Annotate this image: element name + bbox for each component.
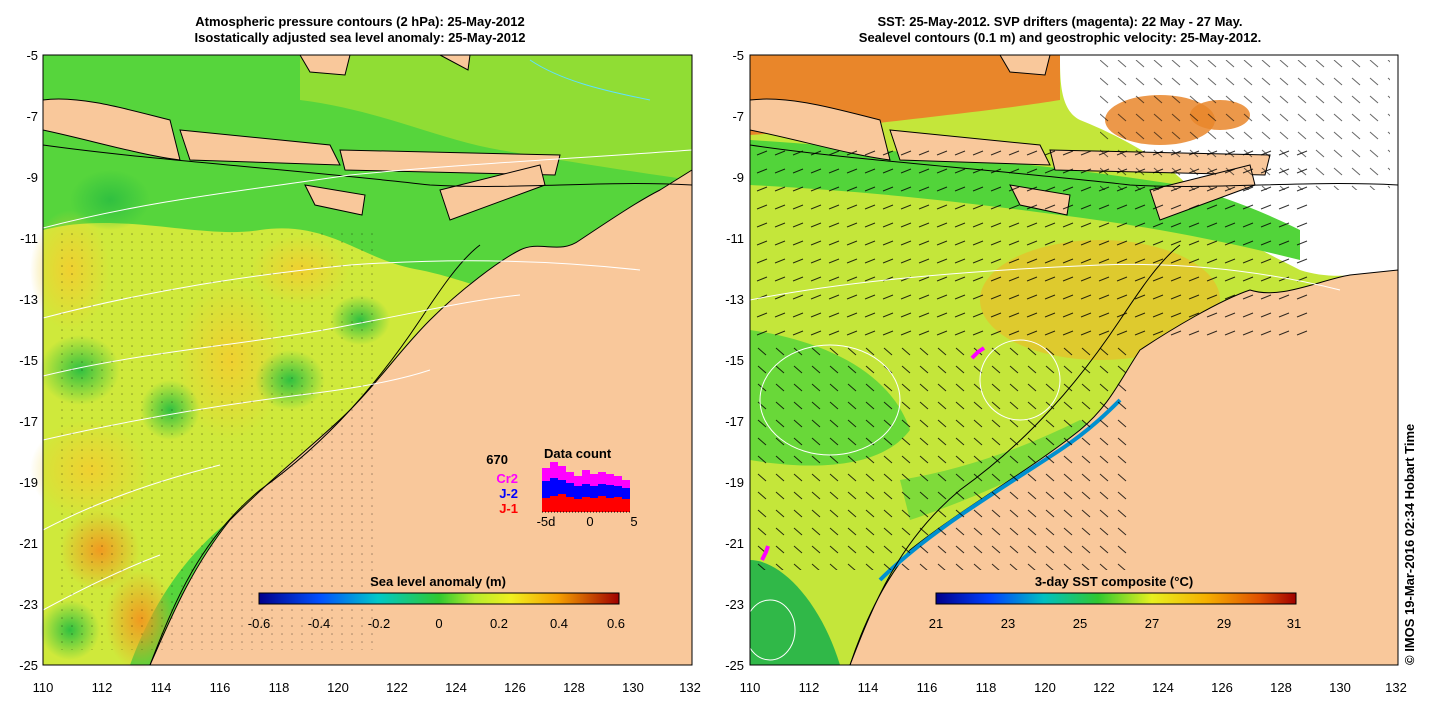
left-title-line1: Atmospheric pressure contours (2 hPa): 2… xyxy=(195,14,525,29)
left-x-axis: 110 112 114 116 118 120 122 124 126 128 … xyxy=(33,680,701,695)
sla-colorbar: Sea level anomaly (m) -0.6 -0.4 -0.2 0 0… xyxy=(248,574,625,631)
left-y-tick: -15 xyxy=(19,353,38,368)
data-count-axis-label: 5 xyxy=(630,514,637,529)
sla-colorbar-tick: -0.6 xyxy=(248,616,270,631)
imos-credit: © IMOS 19-Mar-2016 02:34 Hobart Time xyxy=(1402,424,1422,685)
right-x-tick: 128 xyxy=(1270,680,1292,695)
sunda-islands xyxy=(179,129,341,166)
sumba-island xyxy=(304,184,366,216)
right-x-axis: 110 112 114 116 118 120 122 124 126 128 … xyxy=(740,680,1407,695)
imos-credit-text: © IMOS 19-Mar-2016 02:34 Hobart Time xyxy=(1402,423,1417,665)
sst-colorbar: 3-day SST composite (°C) 21 23 25 27 29 … xyxy=(929,574,1301,631)
sla-colorbar-tick: 0.4 xyxy=(550,616,568,631)
svp-drifter-track xyxy=(760,545,770,561)
left-panel-title: Atmospheric pressure contours (2 hPa): 2… xyxy=(100,14,620,46)
right-y-tick: -11 xyxy=(726,231,744,246)
left-x-tick: 128 xyxy=(563,680,585,695)
sea-level-anomaly-map: -5 -7 -9 -11 -13 -15 -17 -19 -21 -23 -25… xyxy=(19,48,701,695)
left-y-axis: -5 -7 -9 -11 -13 -15 -17 -19 -21 -23 -25 xyxy=(19,48,38,673)
right-y-tick: -13 xyxy=(725,292,744,307)
sla-colorbar-tick: 0.2 xyxy=(490,616,508,631)
right-title-line2: Sealevel contours (0.1 m) and geostrophi… xyxy=(858,30,1262,45)
right-x-tick: 124 xyxy=(1152,680,1174,695)
sst-colorbar-tick: 21 xyxy=(929,616,943,631)
right-y-tick: -7 xyxy=(732,109,744,124)
right-x-tick: 114 xyxy=(858,680,879,695)
sst-colorbar-label: 3-day SST composite (°C) xyxy=(1035,574,1193,589)
sla-colorbar-tick: 0 xyxy=(435,616,442,631)
data-count-inset: 670 Cr2 J-2 J-1 Data count -5d 0 5 xyxy=(486,446,637,529)
right-map-area xyxy=(744,54,1399,666)
sla-colorbar-tick: 0.6 xyxy=(607,616,625,631)
right-x-tick: 132 xyxy=(1385,680,1407,695)
data-count-mission-j2: J-2 xyxy=(499,486,518,501)
left-x-tick: 120 xyxy=(327,680,349,695)
data-count-title: Data count xyxy=(544,446,612,461)
left-y-tick: -21 xyxy=(19,536,38,551)
left-x-tick: 112 xyxy=(92,680,113,695)
svp-drifter-track xyxy=(970,346,986,360)
data-count-axis-label: 0 xyxy=(586,514,593,529)
left-x-tick: 132 xyxy=(679,680,701,695)
right-x-tick: 110 xyxy=(740,680,761,695)
right-y-axis: -5 -7 -9 -11 -13 -15 -17 -19 -21 -23 -25 xyxy=(725,48,744,673)
right-y-tick: -15 xyxy=(725,353,744,368)
right-x-tick: 120 xyxy=(1034,680,1056,695)
left-x-tick: 130 xyxy=(622,680,644,695)
left-map-area xyxy=(30,54,693,670)
right-x-tick: 118 xyxy=(976,680,997,695)
left-y-tick: -17 xyxy=(19,414,38,429)
data-count-total: 670 xyxy=(486,452,508,467)
right-y-tick: -19 xyxy=(725,475,744,490)
right-x-tick: 130 xyxy=(1329,680,1351,695)
data-count-mission-cr2: Cr2 xyxy=(496,471,518,486)
left-x-tick: 126 xyxy=(504,680,526,695)
left-y-tick: -13 xyxy=(19,292,38,307)
left-y-tick: -5 xyxy=(26,48,38,63)
right-y-tick: -17 xyxy=(725,414,744,429)
flores-island xyxy=(339,149,561,176)
right-x-tick: 112 xyxy=(799,680,820,695)
data-count-histogram xyxy=(542,462,632,513)
sst-colorbar-tick: 23 xyxy=(1001,616,1015,631)
left-y-tick: -9 xyxy=(26,170,38,185)
data-count-mission-j1: J-1 xyxy=(499,501,518,516)
right-x-tick: 122 xyxy=(1093,680,1115,695)
right-y-tick: -5 xyxy=(732,48,744,63)
left-y-tick: -19 xyxy=(19,475,38,490)
left-y-tick: -25 xyxy=(19,658,38,673)
right-y-tick: -25 xyxy=(725,658,744,673)
left-y-tick: -7 xyxy=(26,109,38,124)
right-x-tick: 126 xyxy=(1211,680,1233,695)
sst-colorbar-tick: 27 xyxy=(1145,616,1159,631)
sla-colorbar-label: Sea level anomaly (m) xyxy=(370,574,506,589)
right-y-tick: -21 xyxy=(725,536,744,551)
left-x-tick: 110 xyxy=(33,680,54,695)
sst-colorbar-tick: 25 xyxy=(1073,616,1087,631)
right-y-tick: -23 xyxy=(725,597,744,612)
left-y-tick: -11 xyxy=(20,231,38,246)
left-x-tick: 122 xyxy=(386,680,408,695)
left-x-tick: 114 xyxy=(151,680,172,695)
data-count-axis-label: -5d xyxy=(537,514,556,529)
left-x-tick: 116 xyxy=(210,680,231,695)
right-x-tick: 116 xyxy=(917,680,938,695)
left-y-tick: -23 xyxy=(19,597,38,612)
sst-colorbar-tick: 31 xyxy=(1287,616,1301,631)
left-x-tick: 124 xyxy=(445,680,467,695)
left-title-line2: Isostatically adjusted sea level anomaly… xyxy=(194,30,526,45)
right-y-tick: -9 xyxy=(732,170,744,185)
sla-colorbar-tick: -0.4 xyxy=(308,616,330,631)
sst-colorbar-tick: 29 xyxy=(1217,616,1231,631)
sst-map: -5 -7 -9 -11 -13 -15 -17 -19 -21 -23 -25… xyxy=(725,48,1407,695)
sla-colorbar-tick: -0.2 xyxy=(368,616,390,631)
right-title-line1: SST: 25-May-2012. SVP drifters (magenta)… xyxy=(877,14,1243,29)
left-x-tick: 118 xyxy=(269,680,290,695)
right-panel-title: SST: 25-May-2012. SVP drifters (magenta)… xyxy=(780,14,1340,46)
